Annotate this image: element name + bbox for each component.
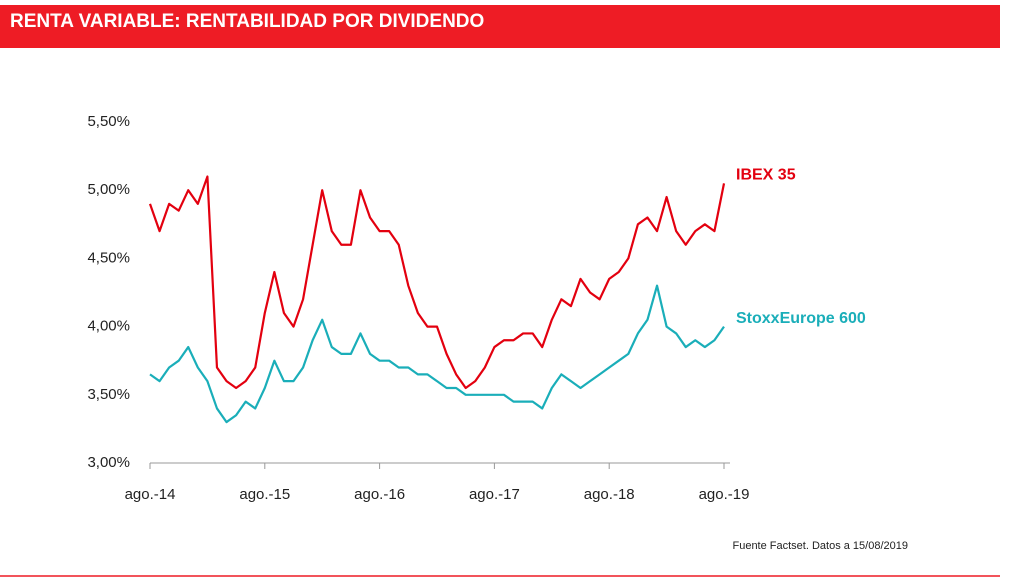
y-tick-label: 5,50% bbox=[87, 113, 130, 130]
y-tick-label: 4,00% bbox=[87, 318, 130, 335]
series-line bbox=[149, 284, 725, 424]
series-label: IBEX 35 bbox=[736, 167, 796, 184]
series-label: StoxxEurope 600 bbox=[736, 310, 866, 327]
y-tick-label: 3,00% bbox=[87, 454, 130, 471]
source-note: Fuente Factset. Datos a 15/08/2019 bbox=[732, 540, 908, 552]
x-tick-label: ago.-17 bbox=[469, 486, 520, 503]
x-tick-label: ago.-19 bbox=[699, 486, 750, 503]
y-tick-label: 3,50% bbox=[87, 386, 130, 403]
title-banner bbox=[0, 5, 1000, 48]
x-tick-label: ago.-14 bbox=[125, 486, 176, 503]
x-tick-label: ago.-16 bbox=[354, 486, 405, 503]
y-tick-label: 5,00% bbox=[87, 181, 130, 198]
y-tick-label: 4,50% bbox=[87, 249, 130, 266]
x-tick-label: ago.-15 bbox=[239, 486, 290, 503]
series-line bbox=[148, 175, 726, 390]
chart-title: RENTA VARIABLE: RENTABILIDAD POR DIVIDEN… bbox=[10, 11, 484, 32]
x-tick-label: ago.-18 bbox=[584, 486, 635, 503]
